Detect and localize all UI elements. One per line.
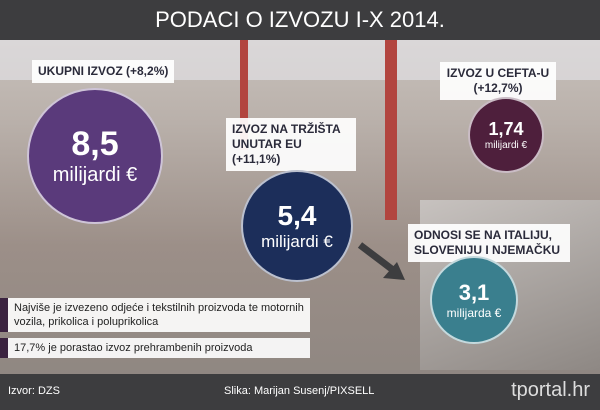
logo: tportal.hr: [511, 379, 590, 401]
value: 3,1: [458, 280, 490, 305]
label: IZVOZ U CEFTA-U (+12,7%): [440, 62, 556, 100]
value: 5,4: [277, 200, 317, 231]
circle: 8,5 milijardi €: [27, 88, 163, 224]
title-bar: PODACI O IZVOZU I-X 2014.: [0, 0, 600, 40]
pillar: [385, 40, 397, 220]
unit: milijarda €: [446, 306, 502, 320]
label: ODNOSI SE NA ITALIJU, SLOVENIJU I NJEMAČ…: [408, 224, 570, 262]
footer: Izvor: DZS Slika: Marijan Susenj/PIXSELL…: [0, 374, 600, 410]
label: UKUPNI IZVOZ (+8,2%): [32, 60, 175, 83]
note: 17,7% je porastao izvoz prehrambenih pro…: [0, 338, 310, 358]
unit: milijardi €: [261, 232, 333, 251]
source: Izvor: DZS: [8, 385, 60, 397]
unit: milijardi €: [52, 164, 138, 186]
title: PODACI O IZVOZU I-X 2014.: [155, 7, 445, 32]
circle: 3,1 milijarda €: [430, 256, 518, 344]
circle: 1,74 milijardi €: [468, 97, 544, 173]
value: 1,74: [488, 119, 524, 139]
unit: milijardi €: [484, 140, 528, 151]
arrow: [357, 242, 405, 280]
note: Najviše je izvezeno odjeće i tekstilnih …: [0, 298, 310, 332]
value: 8,5: [71, 125, 119, 163]
circle: 5,4 milijardi €: [241, 170, 353, 282]
pillar: [240, 40, 248, 150]
label: IZVOZ NA TRŽIŠTA UNUTAR EU (+11,1%): [226, 118, 356, 171]
photo-credit: Slika: Marijan Susenj/PIXSELL: [224, 385, 375, 397]
